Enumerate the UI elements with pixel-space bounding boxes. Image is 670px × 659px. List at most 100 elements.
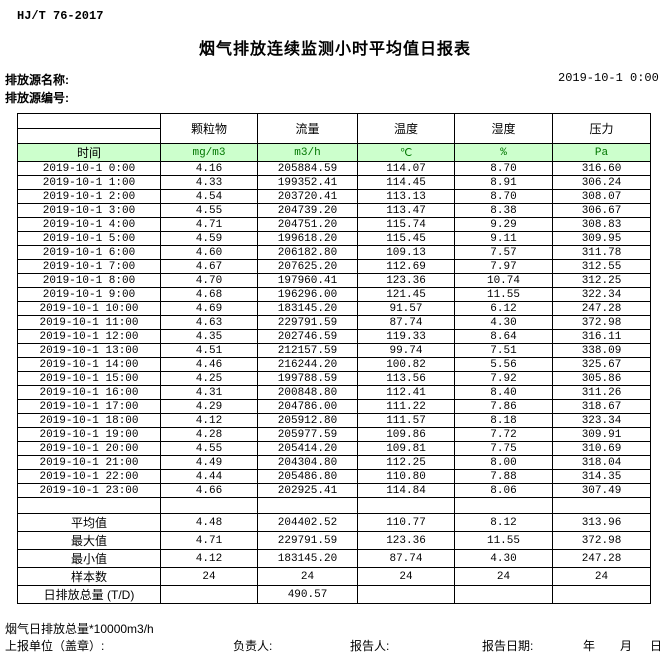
unit-flow: m3/h bbox=[257, 143, 358, 162]
column-header-flow: 流量 bbox=[257, 113, 358, 144]
cell-value: 4.49 bbox=[160, 455, 258, 470]
cell-value: 247.28 bbox=[552, 301, 651, 316]
cell-value: 109.81 bbox=[357, 441, 455, 456]
standard-number: HJ/T 76-2017 bbox=[17, 9, 104, 23]
table-row: 2019-10-1 20:00 4.55 205414.20 109.81 7.75 31… bbox=[17, 441, 651, 456]
row-time: 2019-10-1 3:00 bbox=[17, 203, 161, 218]
cell-value: 204402.52 bbox=[257, 513, 358, 532]
cell-value: 6.12 bbox=[454, 301, 553, 316]
reporter-label: 报告人: bbox=[350, 639, 390, 653]
row-time: 2019-10-1 17:00 bbox=[17, 399, 161, 414]
cell-value: 204786.00 bbox=[257, 399, 358, 414]
cell-value: 206182.80 bbox=[257, 245, 358, 260]
cell-value: 4.68 bbox=[160, 287, 258, 302]
table-row: 2019-10-1 13:00 4.51 212157.59 99.74 7.51 338… bbox=[17, 343, 651, 358]
cell-value: 313.96 bbox=[552, 513, 651, 532]
cell-value: 205486.80 bbox=[257, 469, 358, 484]
table-row: 2019-10-1 0:00 4.16 205884.59 114.07 8.70 316… bbox=[17, 161, 651, 176]
cell-value: 309.91 bbox=[552, 427, 651, 442]
cell-value: 114.45 bbox=[357, 175, 455, 190]
cell-value: 199618.20 bbox=[257, 231, 358, 246]
cell-value: 7.86 bbox=[454, 399, 553, 414]
cell-value bbox=[454, 585, 553, 604]
report-datetime: 2019-10-1 0:00 bbox=[558, 71, 659, 85]
row-time: 2019-10-1 21:00 bbox=[17, 455, 161, 470]
cell-value: 306.24 bbox=[552, 175, 651, 190]
cell-value: 205884.59 bbox=[257, 161, 358, 176]
cell-value: 205414.20 bbox=[257, 441, 358, 456]
row-time: 2019-10-1 16:00 bbox=[17, 385, 161, 400]
cell-value: 8.06 bbox=[454, 483, 553, 498]
cell-value: 115.74 bbox=[357, 217, 455, 232]
cell-value: 199788.59 bbox=[257, 371, 358, 386]
table-row: 2019-10-1 1:00 4.33 199352.41 114.45 8.91 306… bbox=[17, 175, 651, 190]
table-row: 2019-10-1 16:00 4.31 200848.80 112.41 8.40 31… bbox=[17, 385, 651, 400]
unit-row: 时间 mg/m3 m3/h ℃ % Pa bbox=[17, 143, 651, 162]
cell-value: 24 bbox=[454, 567, 553, 586]
cell-value: 4.16 bbox=[160, 161, 258, 176]
cell-value: 4.35 bbox=[160, 329, 258, 344]
empty-row bbox=[17, 497, 651, 514]
cell-value: 87.74 bbox=[357, 549, 455, 568]
cell-value: 4.66 bbox=[160, 483, 258, 498]
empty-cell bbox=[17, 497, 161, 514]
cell-value: 312.25 bbox=[552, 273, 651, 288]
row-time: 2019-10-1 20:00 bbox=[17, 441, 161, 456]
cell-value: 123.36 bbox=[357, 273, 455, 288]
cell-value: 8.00 bbox=[454, 455, 553, 470]
cell-value: 7.72 bbox=[454, 427, 553, 442]
cell-value: 110.77 bbox=[357, 513, 455, 532]
empty-cell bbox=[454, 497, 553, 514]
table-row: 样本数 24 24 24 24 24 bbox=[17, 567, 651, 586]
cell-value: 212157.59 bbox=[257, 343, 358, 358]
cell-value: 113.13 bbox=[357, 189, 455, 204]
column-header-humidity: 湿度 bbox=[454, 113, 553, 144]
cell-value bbox=[552, 585, 651, 604]
unit-temperature: ℃ bbox=[357, 143, 455, 162]
cell-value: 114.07 bbox=[357, 161, 455, 176]
row-time: 2019-10-1 11:00 bbox=[17, 315, 161, 330]
cell-value: 113.56 bbox=[357, 371, 455, 386]
table-row: 最小值 4.12 183145.20 87.74 4.30 247.28 bbox=[17, 549, 651, 568]
cell-value: 115.45 bbox=[357, 231, 455, 246]
table-row: 2019-10-1 4:00 4.71 204751.20 115.74 9.29 308… bbox=[17, 217, 651, 232]
row-time: 2019-10-1 9:00 bbox=[17, 287, 161, 302]
cell-value: 8.40 bbox=[454, 385, 553, 400]
time-header-top-cell bbox=[17, 113, 161, 129]
cell-value: 11.55 bbox=[454, 287, 553, 302]
table-row: 2019-10-1 5:00 4.59 199618.20 115.45 9.11 309… bbox=[17, 231, 651, 246]
table-row: 2019-10-1 2:00 4.54 203720.41 113.13 8.70 308… bbox=[17, 189, 651, 204]
cell-value: 8.64 bbox=[454, 329, 553, 344]
cell-value: 216244.20 bbox=[257, 357, 358, 372]
row-time: 2019-10-1 7:00 bbox=[17, 259, 161, 274]
cell-value: 4.31 bbox=[160, 385, 258, 400]
cell-value: 24 bbox=[357, 567, 455, 586]
spacer-section bbox=[17, 497, 651, 514]
cell-value: 305.86 bbox=[552, 371, 651, 386]
cell-value: 113.47 bbox=[357, 203, 455, 218]
cell-value: 11.55 bbox=[454, 531, 553, 550]
column-header-particulate: 颗粒物 bbox=[160, 113, 258, 144]
cell-value: 112.25 bbox=[357, 455, 455, 470]
cell-value: 308.07 bbox=[552, 189, 651, 204]
month-label: 月 bbox=[620, 639, 633, 653]
cell-value: 200848.80 bbox=[257, 385, 358, 400]
cell-value: 7.57 bbox=[454, 245, 553, 260]
cell-value: 183145.20 bbox=[257, 301, 358, 316]
cell-value: 247.28 bbox=[552, 549, 651, 568]
cell-value: 310.69 bbox=[552, 441, 651, 456]
time-header-bottom-cell bbox=[17, 128, 161, 144]
table-row: 2019-10-1 7:00 4.67 207625.20 112.69 7.97 312… bbox=[17, 259, 651, 274]
table-row: 2019-10-1 23:00 4.66 202925.41 114.84 8.06 30… bbox=[17, 483, 651, 498]
cell-value: 318.04 bbox=[552, 455, 651, 470]
cell-value: 490.57 bbox=[257, 585, 358, 604]
cell-value: 306.67 bbox=[552, 203, 651, 218]
cell-value: 24 bbox=[552, 567, 651, 586]
table-row: 日排放总量 (T/D) 490.57 bbox=[17, 585, 651, 604]
summary-label: 最小值 bbox=[17, 549, 161, 568]
cell-value: 111.22 bbox=[357, 399, 455, 414]
data-rows: 2019-10-1 0:00 4.16 205884.59 114.07 8.70 316… bbox=[17, 161, 651, 498]
unit-pressure: Pa bbox=[552, 143, 651, 162]
row-time: 2019-10-1 12:00 bbox=[17, 329, 161, 344]
cell-value: 8.70 bbox=[454, 189, 553, 204]
